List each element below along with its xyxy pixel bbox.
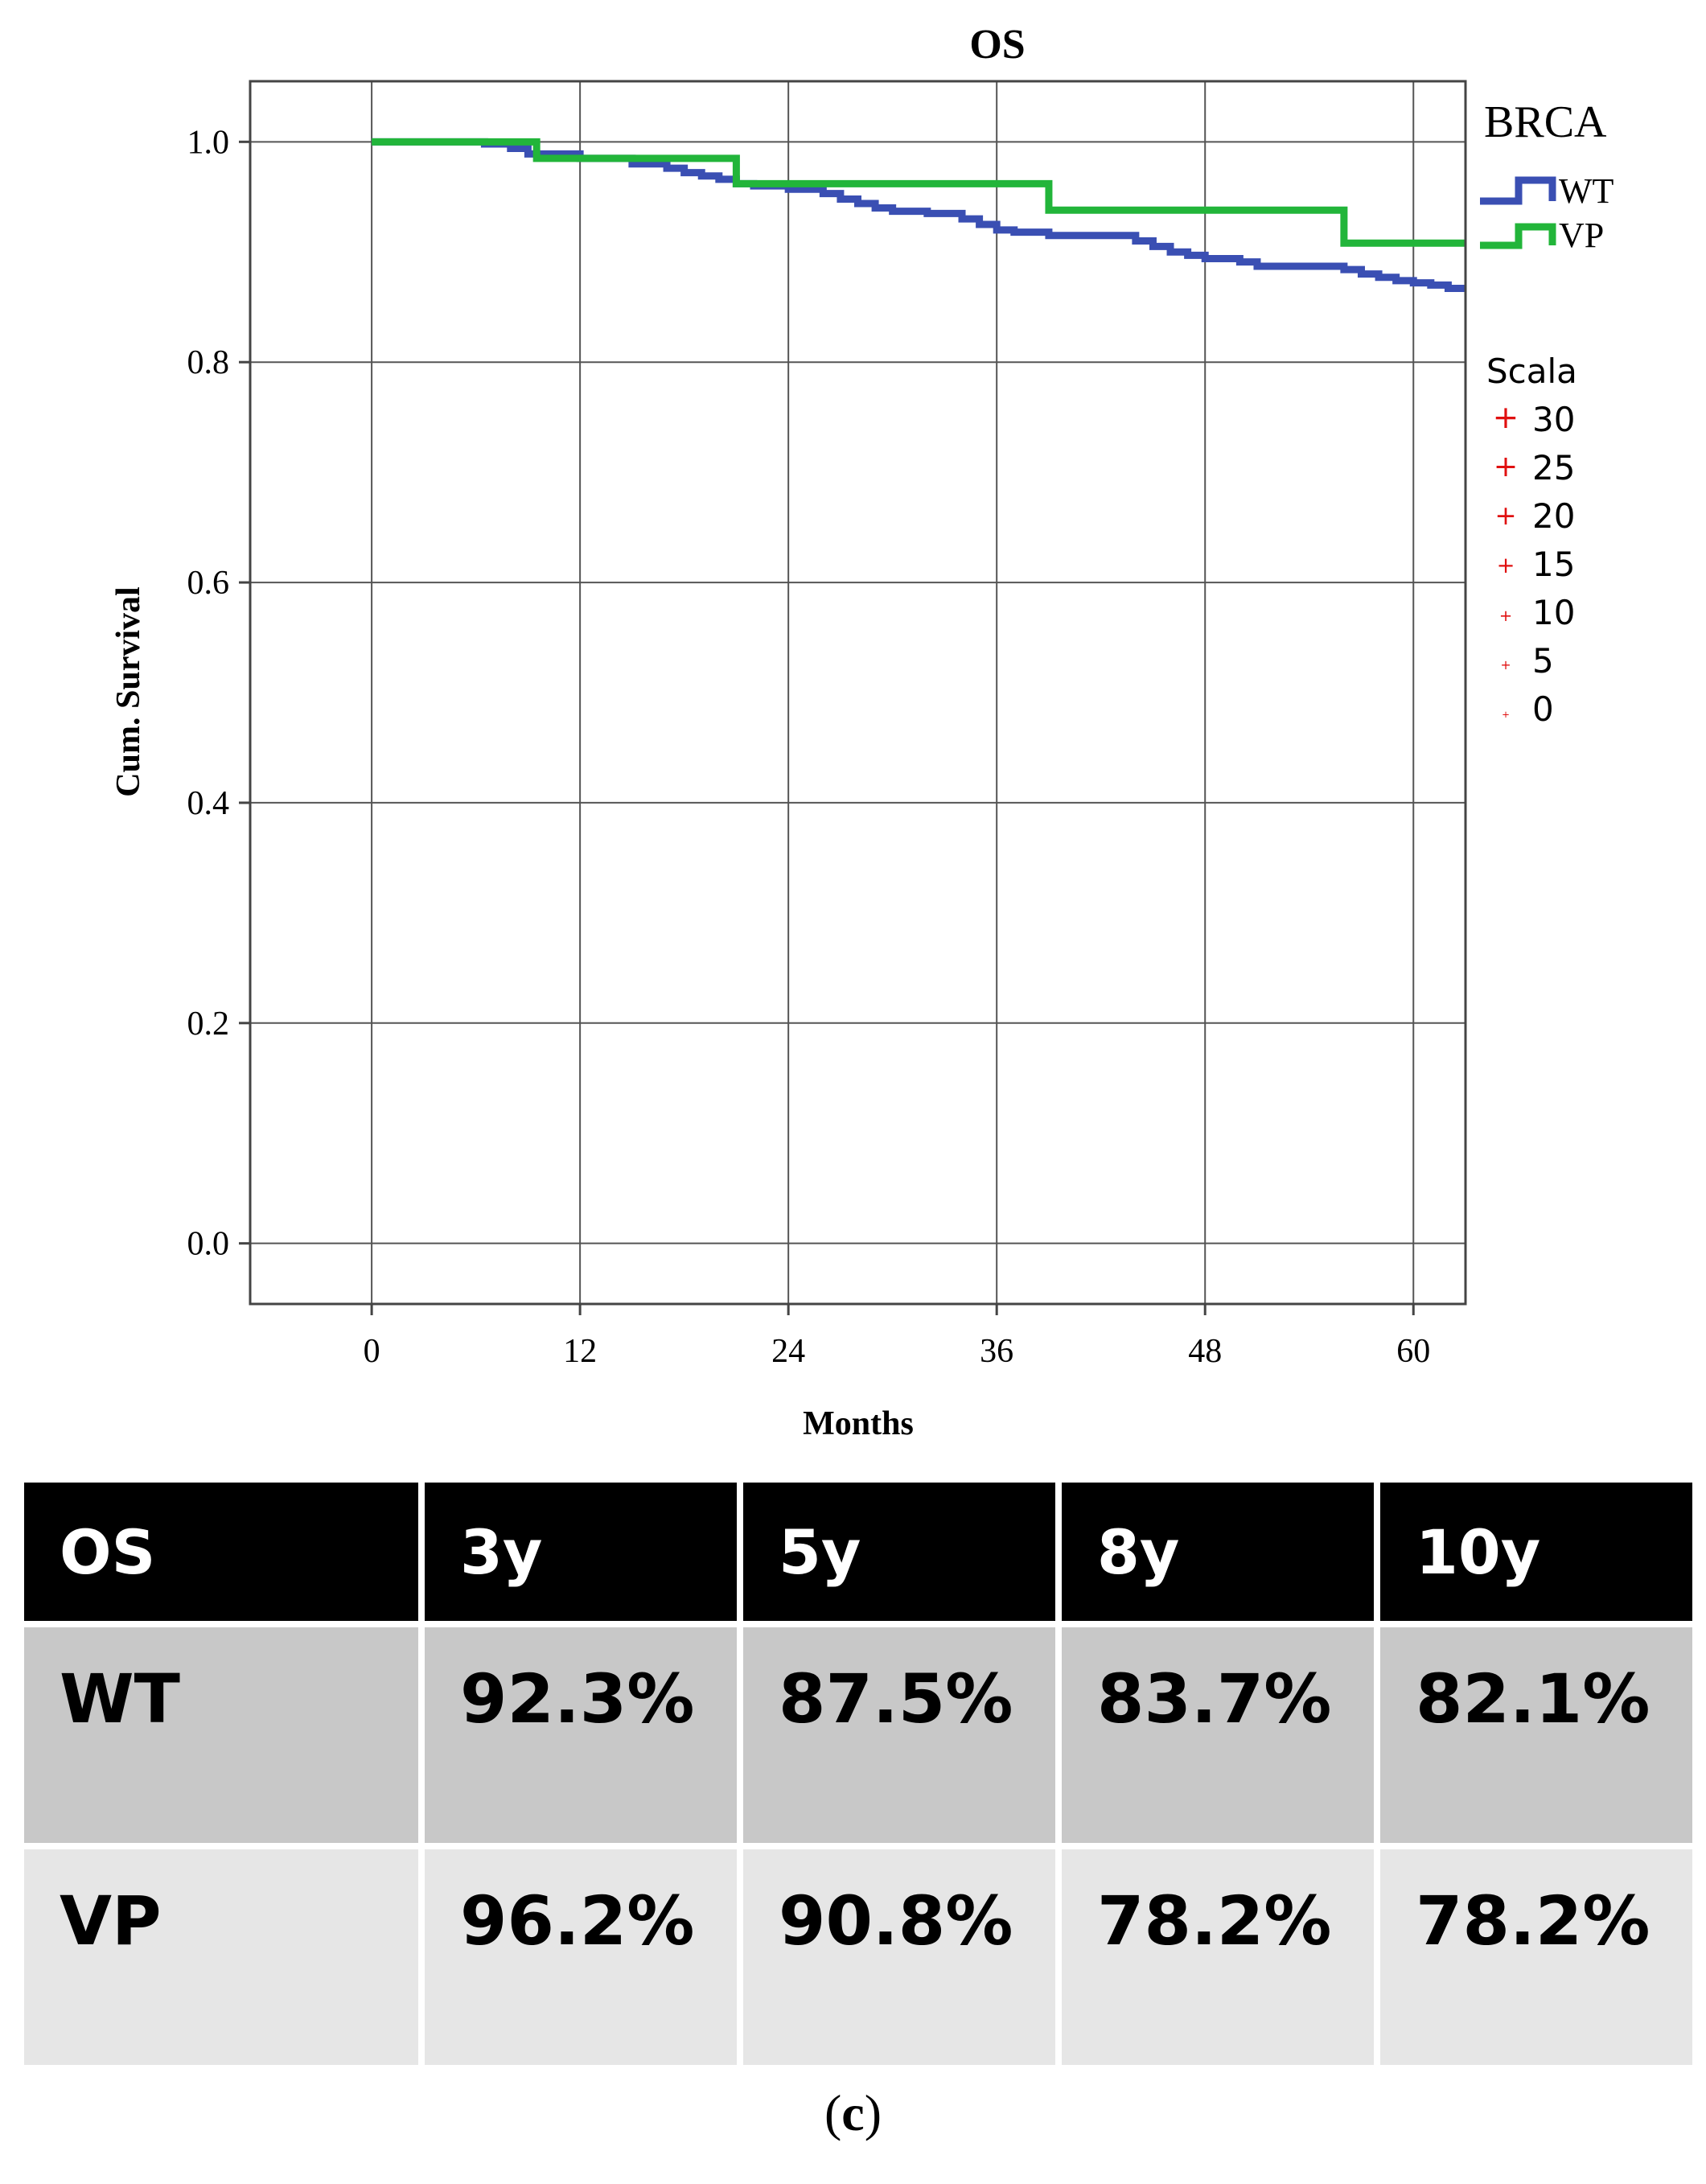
x-tick-label: 60 bbox=[1396, 1333, 1430, 1370]
survival-curve-vp bbox=[372, 138, 1466, 247]
y-tick-label: 0.8 bbox=[187, 344, 230, 381]
table-row: VP 96.2% 90.8% 78.2% 78.2% bbox=[24, 1849, 1692, 2065]
cell-wt-3y: 92.3% bbox=[425, 1627, 737, 1843]
legend-swatch-vp bbox=[1480, 223, 1556, 249]
scale-value-label: 25 bbox=[1532, 448, 1575, 487]
scale-marker: + bbox=[1494, 449, 1519, 483]
cell-wt-8y: 83.7% bbox=[1062, 1627, 1374, 1843]
y-tick-label: 0.4 bbox=[187, 785, 230, 822]
legend-label-wt: WT bbox=[1559, 171, 1614, 211]
legend-label-vp: VP bbox=[1559, 216, 1604, 255]
cell-vp-5y: 90.8% bbox=[743, 1849, 1055, 2065]
y-tick-label: 0.2 bbox=[187, 1006, 230, 1043]
legend: BRCA WT VP Scala +30 + 25 + 20 + 15 + 10 + 5 + 0 bbox=[1480, 97, 1614, 729]
y-tick-label: 0.6 bbox=[187, 565, 230, 602]
y-tick-label: 1.0 bbox=[187, 124, 230, 161]
scale-marker: + bbox=[1493, 400, 1519, 436]
scale-value-label: 20 bbox=[1532, 496, 1575, 536]
caption-open-paren: ( bbox=[824, 2084, 842, 2141]
scale-marker: + bbox=[1497, 553, 1515, 578]
scale-marker: + bbox=[1494, 500, 1516, 531]
header-cell-os: OS bbox=[24, 1483, 418, 1621]
legend-title: BRCA bbox=[1484, 97, 1607, 147]
y-axis-label: Cum. Survival bbox=[110, 586, 147, 796]
row-label-vp: VP bbox=[24, 1849, 418, 2065]
plot-frame bbox=[249, 80, 1467, 1306]
scale-marker: + bbox=[1499, 607, 1512, 625]
scale-value-label: 10 bbox=[1532, 593, 1575, 632]
plot-area bbox=[250, 81, 1466, 1304]
scale-value-label: 30 bbox=[1532, 400, 1575, 439]
scale-value-label: 0 bbox=[1532, 689, 1554, 729]
cell-wt-5y: 87.5% bbox=[743, 1627, 1055, 1843]
x-tick-label: 24 bbox=[771, 1333, 805, 1370]
table-header-row: OS 3y 5y 8y 10y bbox=[24, 1483, 1692, 1621]
row-label-wt: WT bbox=[24, 1627, 418, 1843]
x-tick-label: 12 bbox=[563, 1333, 597, 1370]
legend-swatch-wt bbox=[1480, 176, 1556, 205]
scale-marker: + bbox=[1502, 709, 1510, 720]
survival-chart: OS 0.0 0.2 0.4 0.6 0.8 1.0 0 12 24 36 48 60 Cum. S… bbox=[110, 22, 1614, 1442]
x-axis-ticks: 0 12 24 36 48 60 bbox=[364, 1304, 1430, 1370]
scale-value-label: 15 bbox=[1532, 545, 1575, 584]
caption-letter: c bbox=[841, 2084, 865, 2141]
survival-curve-wt bbox=[372, 138, 1466, 292]
caption-close-paren: ) bbox=[864, 2084, 882, 2141]
y-axis-ticks: 0.0 0.2 0.4 0.6 0.8 1.0 bbox=[187, 124, 250, 1263]
scale-value-label: 5 bbox=[1532, 641, 1554, 681]
x-tick-label: 0 bbox=[364, 1333, 380, 1370]
chart-title: OS bbox=[969, 22, 1025, 68]
header-cell-8y: 8y bbox=[1062, 1483, 1374, 1621]
scale-legend-title: Scala bbox=[1486, 352, 1577, 391]
x-tick-label: 36 bbox=[980, 1333, 1013, 1370]
header-cell-3y: 3y bbox=[425, 1483, 737, 1621]
y-tick-label: 0.0 bbox=[187, 1226, 230, 1263]
scale-legend-items: +30 + 25 + 20 + 15 + 10 + 5 + 0 bbox=[1493, 400, 1576, 729]
header-cell-5y: 5y bbox=[743, 1483, 1055, 1621]
header-cell-10y: 10y bbox=[1380, 1483, 1692, 1621]
cell-vp-8y: 78.2% bbox=[1062, 1849, 1374, 2065]
cell-vp-3y: 96.2% bbox=[425, 1849, 737, 2065]
cell-vp-10y: 78.2% bbox=[1380, 1849, 1692, 2065]
survival-curves bbox=[372, 138, 1466, 292]
x-axis-label: Months bbox=[803, 1405, 914, 1442]
scale-marker: + bbox=[1500, 658, 1511, 672]
figure-caption: (c) bbox=[0, 2083, 1706, 2143]
os-rates-table: OS 3y 5y 8y 10y WT 92.3% 87.5% 83.7% 82.… bbox=[18, 1476, 1699, 2071]
cell-wt-10y: 82.1% bbox=[1380, 1627, 1692, 1843]
x-tick-label: 48 bbox=[1188, 1333, 1222, 1370]
table-row: WT 92.3% 87.5% 83.7% 82.1% bbox=[24, 1627, 1692, 1843]
grid bbox=[250, 81, 1466, 1304]
